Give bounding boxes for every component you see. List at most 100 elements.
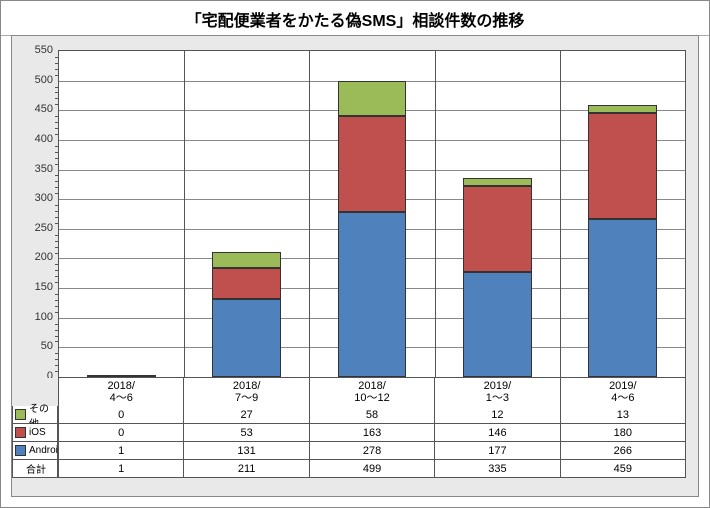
y-minor-tick — [55, 223, 59, 224]
y-axis-label: 550 — [19, 44, 53, 56]
y-minor-tick — [55, 241, 59, 242]
y-minor-tick — [55, 330, 59, 331]
y-minor-tick — [55, 306, 59, 307]
legend-cell: Android — [12, 442, 58, 460]
y-minor-tick — [55, 92, 59, 93]
y-minor-tick — [55, 371, 59, 372]
y-minor-tick — [55, 359, 59, 360]
bar-segment-android — [212, 299, 281, 377]
y-minor-tick — [55, 116, 59, 117]
y-minor-tick — [55, 270, 59, 271]
y-minor-tick — [55, 57, 59, 58]
y-minor-tick — [55, 75, 59, 76]
data-row: 053163146180 — [58, 424, 686, 442]
category-label: 2019/ 4～6 — [560, 378, 685, 406]
chart-container: 「宅配便業者をかたる偽SMS」相談件数の推移 05010015020025030… — [0, 0, 710, 508]
data-cell: 278 — [309, 442, 434, 459]
y-minor-tick — [55, 353, 59, 354]
y-minor-tick — [55, 365, 59, 366]
legend-label: iOS — [29, 427, 46, 438]
y-axis-label: 350 — [19, 163, 53, 175]
y-minor-tick — [55, 69, 59, 70]
y-minor-tick — [55, 87, 59, 88]
y-minor-tick — [55, 300, 59, 301]
y-axis-label: 50 — [19, 340, 53, 352]
bar-segment-android — [463, 272, 532, 377]
y-axis-label: 300 — [19, 192, 53, 204]
y-minor-tick — [55, 312, 59, 313]
y-axis-label: 100 — [19, 311, 53, 323]
y-minor-tick — [55, 235, 59, 236]
y-minor-tick — [55, 193, 59, 194]
y-minor-tick — [55, 164, 59, 165]
bar-segment-ios — [588, 113, 657, 220]
y-minor-tick — [55, 211, 59, 212]
y-minor-tick — [55, 324, 59, 325]
y-minor-tick — [55, 128, 59, 129]
plot-area: 050100150200250300350400450500550 — [58, 50, 686, 378]
y-axis-label: 250 — [19, 222, 53, 234]
data-cell: 0 — [59, 406, 183, 423]
y-minor-tick — [55, 247, 59, 248]
x-divider — [560, 51, 561, 377]
y-minor-tick — [55, 341, 59, 342]
legend-swatch — [15, 427, 26, 438]
y-minor-tick — [55, 217, 59, 218]
y-minor-tick — [55, 187, 59, 188]
category-label: 2018/ 10～12 — [309, 378, 434, 406]
bar-segment-ios — [212, 268, 281, 299]
totals-cell: 459 — [560, 460, 685, 477]
y-minor-tick — [55, 253, 59, 254]
bar-segment-その他 — [338, 81, 407, 115]
legend-cell: その他 — [12, 406, 58, 424]
y-axis-label: 450 — [19, 103, 53, 115]
data-cell: 27 — [183, 406, 308, 423]
data-cell: 180 — [560, 424, 685, 441]
totals-label: 合計 — [12, 460, 58, 478]
y-minor-tick — [55, 282, 59, 283]
category-label: 2018/ 7～9 — [183, 378, 308, 406]
y-axis-label: 200 — [19, 251, 53, 263]
legend-swatch — [15, 445, 26, 456]
y-minor-tick — [55, 152, 59, 153]
y-axis-label: 500 — [19, 74, 53, 86]
data-cell: 0 — [59, 424, 183, 441]
y-minor-tick — [55, 175, 59, 176]
category-label: 2018/ 4～6 — [59, 378, 183, 406]
bar-segment-android — [588, 219, 657, 377]
y-minor-tick — [55, 146, 59, 147]
bar-segment-ios — [463, 186, 532, 273]
totals-cell: 499 — [309, 460, 434, 477]
legend-swatch — [15, 409, 26, 420]
data-cell: 131 — [183, 442, 308, 459]
data-cell: 177 — [434, 442, 559, 459]
x-divider — [184, 51, 185, 377]
y-minor-tick — [55, 336, 59, 337]
x-divider — [309, 51, 310, 377]
totals-cell: 335 — [434, 460, 559, 477]
y-minor-tick — [55, 181, 59, 182]
bar-segment-ios — [338, 116, 407, 213]
y-axis-label: 150 — [19, 281, 53, 293]
data-cell: 58 — [309, 406, 434, 423]
totals-cell: 211 — [183, 460, 308, 477]
y-minor-tick — [55, 158, 59, 159]
bar-segment-android — [87, 375, 156, 377]
category-label: 2019/ 1～3 — [434, 378, 559, 406]
data-row: 1131278177266 — [58, 442, 686, 460]
bar-segment-その他 — [463, 178, 532, 185]
y-minor-tick — [55, 294, 59, 295]
y-minor-tick — [55, 205, 59, 206]
data-row: 027581213 — [58, 406, 686, 424]
data-cell: 1 — [59, 442, 183, 459]
bar-segment-その他 — [212, 252, 281, 268]
y-minor-tick — [55, 98, 59, 99]
data-cell: 53 — [183, 424, 308, 441]
totals-row: 1211499335459 — [58, 460, 686, 478]
totals-cell: 1 — [59, 460, 183, 477]
chart-title: 「宅配便業者をかたる偽SMS」相談件数の推移 — [1, 1, 709, 36]
y-minor-tick — [55, 63, 59, 64]
plot-background: 050100150200250300350400450500550 2018/ … — [11, 35, 699, 497]
x-divider — [435, 51, 436, 377]
y-minor-tick — [55, 276, 59, 277]
